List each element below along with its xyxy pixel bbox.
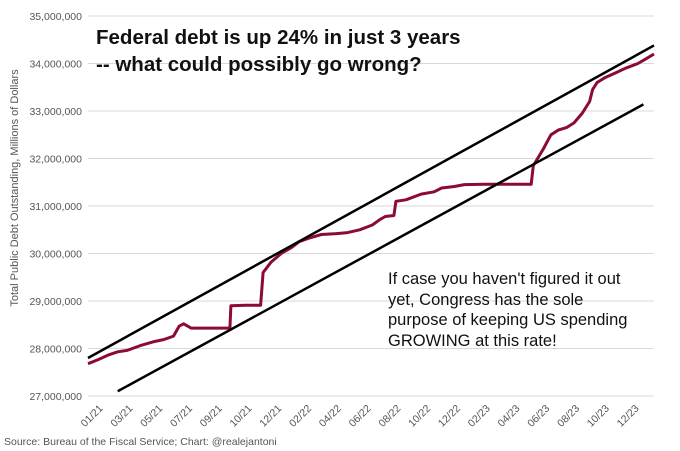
x-tick-label: 10/23: [585, 402, 612, 429]
annotation-line-2: yet, Congress has the sole: [388, 290, 584, 309]
y-tick-label: 29,000,000: [29, 296, 82, 308]
y-axis-label: Total Public Debt Outstanding, Millions …: [3, 0, 27, 451]
x-tick-label: 03/21: [108, 402, 135, 429]
x-tick-label: 02/22: [287, 402, 314, 429]
x-tick-label: 06/23: [525, 402, 552, 429]
chart-annotation: If case you haven't figured it out yet, …: [388, 269, 658, 351]
trend-line: [87, 44, 655, 360]
y-tick-label: 27,000,000: [29, 391, 82, 403]
x-tick-label: 08/23: [555, 402, 582, 429]
trend-line: [117, 103, 645, 393]
y-tick-label: 35,000,000: [29, 11, 82, 23]
y-tick-label: 30,000,000: [29, 249, 82, 261]
x-tick-label: 09/21: [198, 402, 225, 429]
x-tick-label: 07/21: [168, 402, 195, 429]
debt-series-line: [87, 52, 655, 366]
x-tick-label: 05/21: [138, 402, 165, 429]
x-tick-label: 12/22: [436, 402, 463, 429]
y-tick-label: 28,000,000: [29, 344, 82, 356]
x-tick-label: 12/21: [257, 402, 284, 429]
x-tick-label: 06/22: [347, 402, 374, 429]
chart-title: Federal debt is up 24% in just 3 years -…: [96, 24, 461, 78]
annotation-line-1: If case you haven't figured it out: [388, 270, 621, 288]
x-tick-label: 08/22: [376, 402, 403, 429]
annotation-line-3: purpose of keeping US spending: [388, 311, 628, 329]
chart-title-line-1: Federal debt is up 24% in just 3 years: [96, 26, 461, 49]
y-tick-label: 32,000,000: [29, 154, 82, 166]
x-tick-label: 10/22: [406, 402, 433, 429]
x-tick-label: 12/23: [615, 402, 642, 429]
y-tick-label: 33,000,000: [29, 106, 82, 118]
x-tick-label: 04/23: [495, 402, 522, 429]
x-tick-label: 04/22: [317, 402, 344, 429]
x-tick-label: 10/21: [227, 402, 254, 429]
y-tick-label: 34,000,000: [29, 59, 82, 71]
x-tick-label: 01/21: [79, 402, 106, 429]
chart-title-line-2: -- what could possibly go wrong?: [96, 53, 422, 76]
x-tick-label: 02/23: [466, 402, 493, 429]
y-tick-label: 31,000,000: [29, 201, 82, 213]
annotation-line-4: GROWING at this rate!: [388, 331, 557, 350]
source-note: Source: Bureau of the Fiscal Service; Ch…: [4, 436, 277, 448]
y-axis-label-text: Total Public Debt Outstanding, Millions …: [9, 69, 21, 307]
